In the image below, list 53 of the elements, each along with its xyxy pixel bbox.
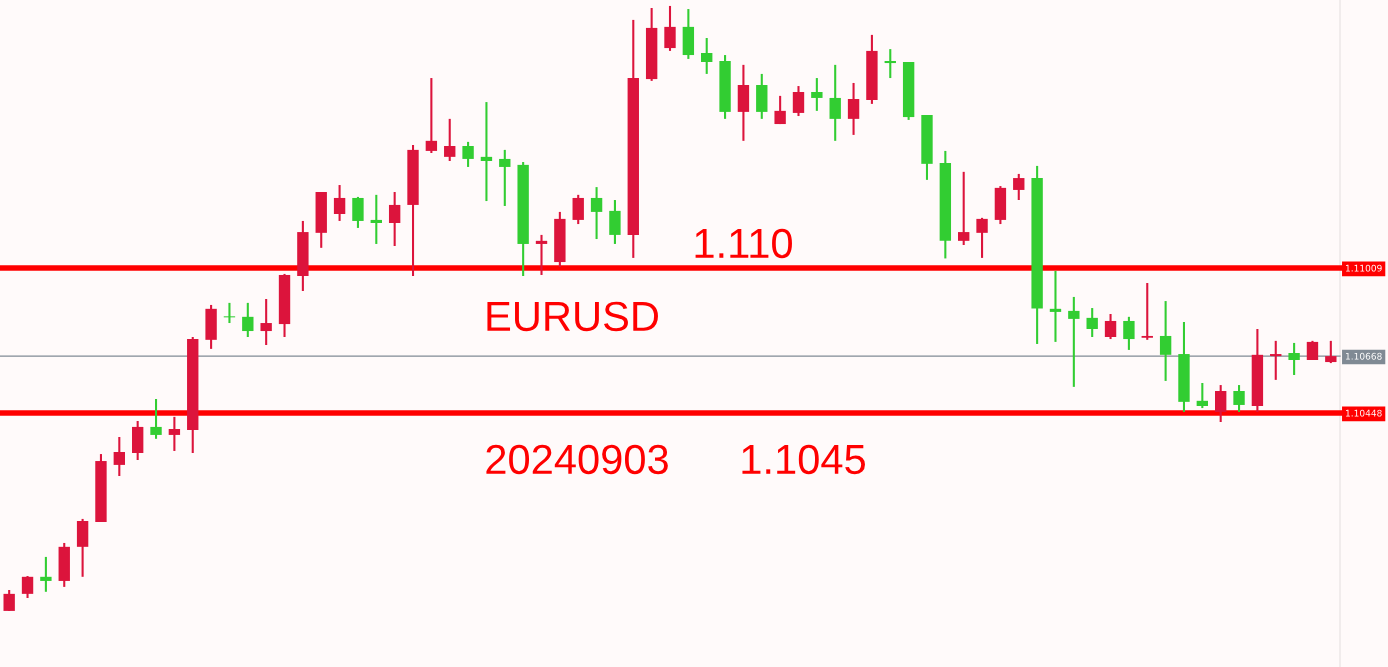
y-tick-label: 1.10668 <box>1345 352 1382 360</box>
candlestick <box>113 435 126 478</box>
candlestick <box>590 186 603 241</box>
annotation: EURUSD <box>487 301 658 332</box>
annotation: 20240903 <box>486 444 668 475</box>
candlestick <box>572 193 584 226</box>
candlestick <box>462 140 474 168</box>
candlestick <box>774 94 786 126</box>
candlestick <box>1013 172 1025 202</box>
candlestick <box>1306 339 1319 362</box>
candlestick <box>1104 312 1117 341</box>
candlestick <box>811 77 823 112</box>
y-tick-label: 1.10448 <box>1345 409 1382 417</box>
candlestick <box>884 48 896 80</box>
candlestick <box>40 555 52 593</box>
candlestick <box>958 170 970 247</box>
candlestick <box>1233 384 1245 413</box>
candlestick <box>1325 339 1337 365</box>
candlestick <box>242 301 254 339</box>
candlestick <box>664 4 676 52</box>
candlestick <box>444 117 456 163</box>
annotation: 1.1045 <box>742 444 865 475</box>
candlestick <box>1159 300 1172 382</box>
candlestick <box>21 574 34 600</box>
candlestick <box>976 216 988 259</box>
candlestick <box>1141 281 1153 341</box>
candlestick <box>1196 381 1209 410</box>
candlestick <box>150 397 162 440</box>
candlestick <box>1214 384 1227 424</box>
candlestick <box>535 233 548 277</box>
candlestick <box>1123 315 1135 351</box>
candlestick <box>1086 307 1098 339</box>
candlestick <box>333 183 346 222</box>
candlestick <box>1068 295 1080 388</box>
candlestick <box>499 148 511 208</box>
candlestick <box>425 77 438 155</box>
candlestick <box>480 101 493 203</box>
candlestick <box>701 36 713 75</box>
annotation: 1.110 <box>695 228 792 259</box>
candlestick <box>1270 339 1282 381</box>
candlestick <box>829 63 841 142</box>
candlestick <box>1049 269 1062 343</box>
candlestick <box>847 81 860 136</box>
candlestick <box>3 588 15 612</box>
candlestick <box>792 85 805 118</box>
candlestick <box>1288 341 1300 377</box>
candlestick <box>388 190 401 248</box>
candlestick <box>168 415 181 452</box>
y-tick-label: 1.11009 <box>1345 264 1382 272</box>
candlestick <box>370 193 382 245</box>
candlestick <box>260 297 272 347</box>
candlestick <box>223 301 236 325</box>
candlestick <box>352 195 364 229</box>
